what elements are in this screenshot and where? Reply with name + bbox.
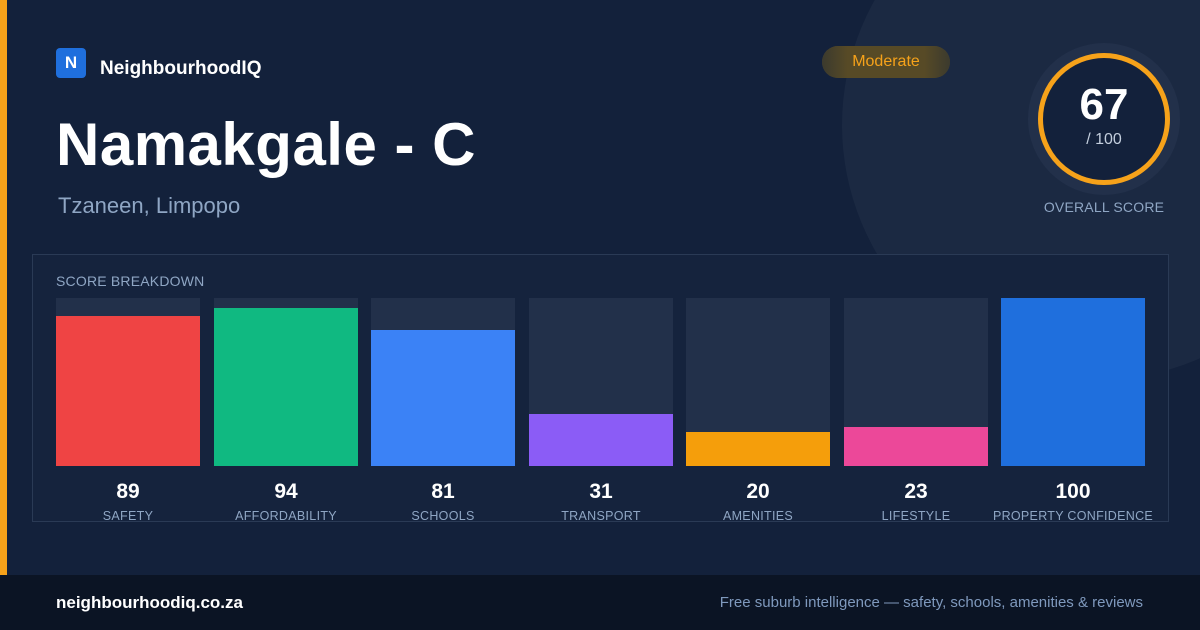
- bar-fill: [56, 316, 200, 466]
- footer-tagline: Free suburb intelligence — safety, schoo…: [719, 594, 1143, 611]
- bar-lifestyle: 23 LIFESTYLE: [844, 298, 988, 523]
- bar-fill: [529, 414, 673, 466]
- bar-track: [686, 298, 830, 466]
- suburb-title: Namakgale - C: [56, 111, 476, 178]
- bar-track: [214, 298, 358, 466]
- bar-affordability: 94 AFFORDABILITY: [214, 298, 358, 523]
- bar-track: [529, 298, 673, 466]
- bar-track: [56, 298, 200, 466]
- overall-score-ring: 67 / 100: [1028, 43, 1180, 195]
- bar-property-confidence: 100 PROPERTY CONFIDENCE: [993, 298, 1153, 523]
- overall-score-value: 67: [1079, 80, 1129, 129]
- bar-label: PROPERTY CONFIDENCE: [992, 509, 1154, 523]
- bar-value: 23: [904, 480, 928, 503]
- bar-track: [844, 298, 988, 466]
- brand[interactable]: N NeighbourhoodIQ: [56, 46, 261, 80]
- bar-fill: [371, 330, 515, 466]
- score-ring-stroke: [1038, 53, 1170, 185]
- bar-transport: 31 TRANSPORT: [529, 298, 673, 523]
- bar-label: AMENITIES: [722, 509, 794, 523]
- bar-value: 20: [746, 480, 770, 503]
- bar-value: 94: [274, 480, 298, 503]
- brand-logo-icon: N: [56, 48, 86, 78]
- bar-track: [1001, 298, 1145, 466]
- bar-label: SCHOOLS: [411, 509, 475, 523]
- bar-fill: [214, 308, 358, 466]
- rating-badge-label: Moderate: [852, 53, 920, 70]
- share-card: N NeighbourhoodIQ Namakgale - C Tzaneen,…: [0, 0, 1180, 575]
- rating-badge: Moderate: [822, 46, 950, 78]
- bar-label: LIFESTYLE: [881, 509, 951, 523]
- bar-schools: 81 SCHOOLS: [371, 298, 515, 523]
- bar-label: TRANSPORT: [561, 509, 641, 523]
- brand-name: NeighbourhoodIQ: [100, 58, 262, 79]
- overall-score-max: / 100: [1086, 131, 1122, 148]
- breakdown-title: SCORE BREAKDOWN: [56, 273, 205, 289]
- bar-label: AFFORDABILITY: [235, 509, 337, 523]
- bar-value: 100: [1055, 480, 1091, 503]
- bar-amenities: 20 AMENITIES: [686, 298, 830, 523]
- bar-track: [371, 298, 515, 466]
- footer-url-link[interactable]: neighbourhoodiq.co.za: [56, 593, 243, 612]
- bar-value: 89: [116, 480, 140, 503]
- bar-fill: [1001, 298, 1145, 466]
- bar-safety: 89 SAFETY: [56, 298, 200, 523]
- suburb-location: Tzaneen, Limpopo: [58, 193, 241, 218]
- accent-bar: [0, 0, 7, 575]
- bar-value: 31: [589, 480, 613, 503]
- score-breakdown-panel: SCORE BREAKDOWN 89 SAFETY 94 AFFORDABILITY 8…: [32, 254, 1169, 523]
- overall-score-caption: OVERALL SCORE: [1043, 199, 1165, 215]
- bar-label: SAFETY: [102, 509, 154, 523]
- footer: neighbourhoodiq.co.za Free suburb intell…: [0, 575, 1200, 630]
- bar-value: 81: [431, 480, 455, 503]
- bar-fill: [844, 427, 988, 466]
- bar-fill: [686, 432, 830, 466]
